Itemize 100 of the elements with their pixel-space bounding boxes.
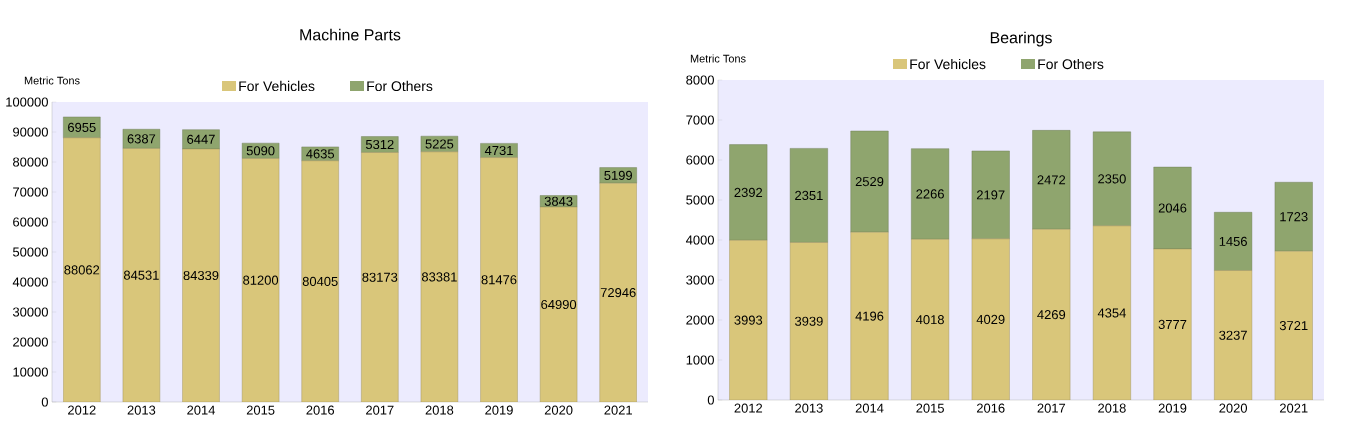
data-label: 84339 [183,270,219,281]
legend-label: For Others [367,80,433,92]
bar [420,151,459,402]
data-label: 88062 [64,265,100,275]
legend-label: For Others [1038,58,1104,70]
bar [182,148,220,402]
y-tick-label: 4000 [685,235,714,245]
data-label: 2529 [855,176,884,187]
bar [850,130,889,233]
bar [1032,130,1071,230]
x-tick-label: 2013 [127,405,156,415]
bar [301,160,339,402]
x-tick-label: 2017 [1037,403,1066,413]
x-tick-label: 2012 [734,403,763,413]
bar [729,240,768,400]
bar [63,137,101,402]
data-label: 3843 [544,196,573,206]
y-tick-label: 3000 [686,275,714,285]
bar [1214,270,1253,400]
x-tick-label: 2018 [425,405,454,415]
x-tick-label: 2019 [485,405,513,415]
bar [1032,229,1071,400]
bar [789,148,828,243]
data-label: 5090 [246,146,275,156]
data-label: 81476 [481,275,517,285]
bar [1153,248,1192,400]
bar [539,206,578,402]
data-label: 6955 [68,122,96,132]
x-tick-label: 2020 [1219,403,1248,413]
y-tick-label: 40000 [12,277,48,287]
x-tick-label: 2013 [795,403,823,413]
chart-title: Machine Parts [300,28,401,41]
data-label: 2266 [916,189,944,199]
bar [1092,131,1131,227]
bar [480,157,518,402]
data-label: 2392 [734,187,763,198]
bar [729,144,768,241]
data-label: 4018 [916,315,944,325]
x-tick-label: 2018 [1098,403,1126,413]
legend-label: For Vehicles [910,58,986,70]
data-label: 3939 [795,316,823,326]
data-label: 2197 [976,190,1005,200]
y-tick-label: 80000 [13,157,48,167]
y-tick-label: 90000 [13,127,48,137]
y-axis-title: Metric Tons [690,54,746,63]
x-tick-label: 2014 [855,403,884,413]
y-tick-label: 70000 [13,187,48,197]
y-tick-label: 7000 [686,115,714,125]
x-tick-label: 2020 [544,405,573,415]
bar [122,129,161,149]
data-label: 3777 [1158,319,1187,330]
data-label: 2351 [795,190,823,201]
data-label: 3721 [1279,320,1308,331]
data-label: 5199 [604,170,632,180]
data-label: 6447 [187,134,215,144]
data-label: 2472 [1037,175,1066,185]
y-tick-label: 0 [707,395,714,405]
y-tick-label: 8000 [686,75,714,85]
data-label: 1456 [1219,236,1247,246]
data-label: 83173 [362,272,398,282]
x-tick-label: 2014 [187,405,216,415]
bar [1214,212,1253,271]
bar [971,238,1010,400]
data-label: 4635 [306,149,335,159]
x-tick-label: 2012 [68,405,96,415]
x-tick-label: 2021 [1279,403,1308,413]
y-tick-label: 2000 [686,315,714,325]
data-label: 4269 [1037,310,1066,320]
y-tick-label: 5000 [686,195,714,205]
data-label: 3237 [1219,330,1247,340]
y-tick-label: 20000 [13,337,48,347]
x-tick-label: 2019 [1158,403,1187,413]
data-label: 2046 [1158,203,1187,213]
y-tick-label: 30000 [12,307,48,317]
data-label: 64990 [541,299,577,310]
bar [911,148,950,240]
data-label: 4731 [484,145,513,156]
data-label: 3993 [734,315,763,325]
x-tick-label: 2016 [306,405,335,415]
bar [789,242,828,400]
y-tick-label: 60000 [13,217,48,227]
data-label: 81200 [243,275,279,285]
bar [122,148,161,402]
x-tick-label: 2017 [366,405,394,415]
y-axis-title: Metric Tons [24,76,80,85]
bar [1274,182,1313,252]
y-tick-label: 0 [41,397,48,407]
y-tick-label: 1000 [686,355,714,365]
bar [599,182,637,402]
bar [850,231,889,400]
data-label: 72946 [600,287,636,298]
data-label: 83381 [421,272,457,282]
x-tick-label: 2021 [604,405,632,415]
data-label: 84531 [123,270,159,280]
bar [911,239,950,400]
y-tick-label: 100000 [6,97,48,107]
data-label: 5312 [365,139,394,150]
data-label: 1723 [1280,212,1308,222]
y-tick-label: 50000 [12,247,48,257]
data-label: 4354 [1097,308,1126,318]
